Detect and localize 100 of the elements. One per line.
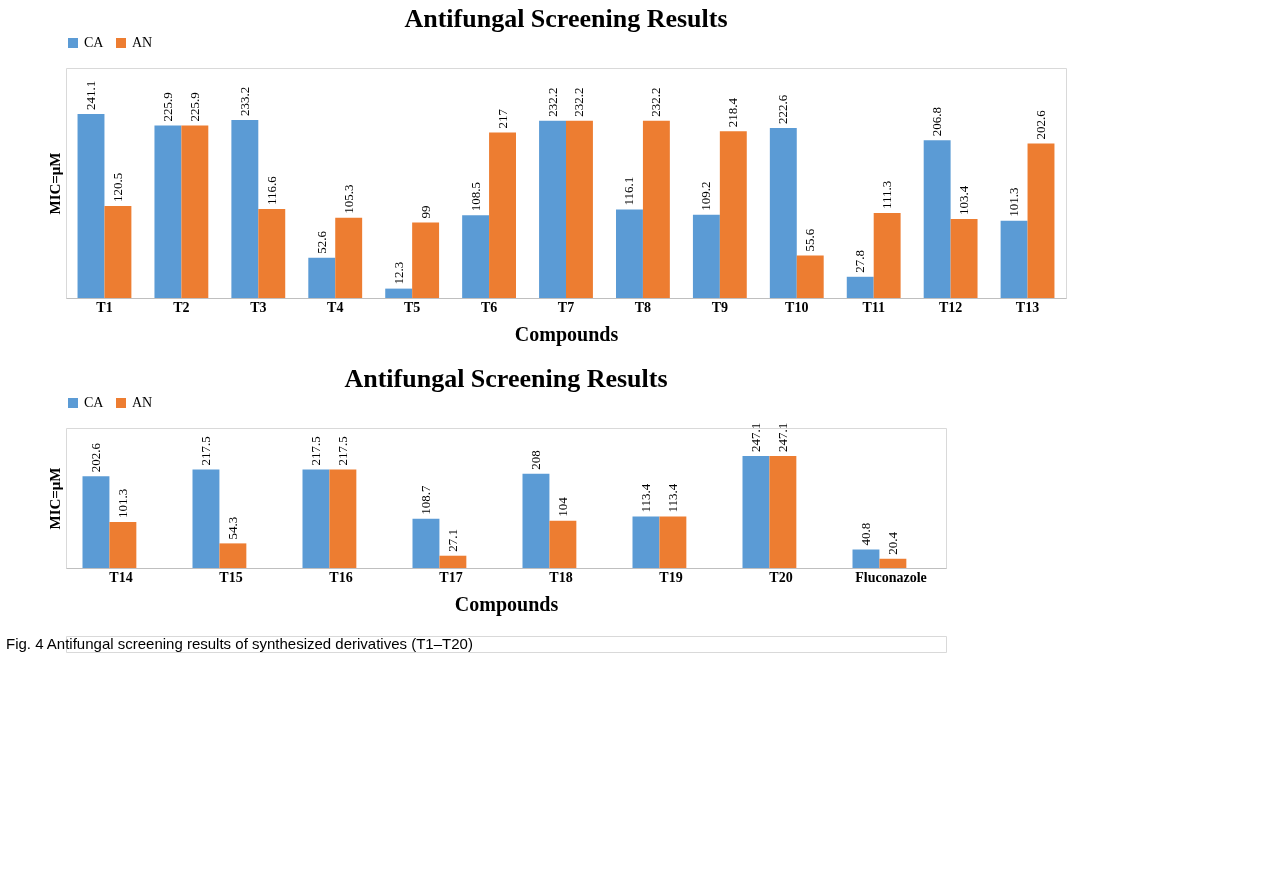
x-tick-label: T6: [480, 299, 498, 315]
data-label: 225.9: [186, 92, 202, 122]
data-label: 113.4: [637, 483, 653, 513]
bar: [549, 520, 577, 568]
bar: [852, 549, 880, 568]
data-label: 120.5: [109, 172, 125, 203]
bar: [308, 257, 336, 298]
data-label: 217: [494, 108, 510, 129]
data-label: 217.5: [334, 436, 350, 466]
data-label: 241.1: [83, 80, 98, 110]
data-label: 108.7: [417, 484, 433, 515]
bar: [659, 516, 687, 568]
bar: [742, 456, 770, 568]
x-tick-label: T8: [634, 299, 652, 315]
bar: [219, 543, 247, 568]
data-label: 233.2: [236, 86, 252, 117]
data-label: 27.1: [444, 528, 460, 552]
x-axis-title: Compounds: [454, 592, 559, 616]
x-tick-label: T1: [96, 299, 113, 315]
data-label: 247.1: [774, 422, 790, 452]
data-label: 27.8: [852, 250, 868, 273]
data-label: 12.3: [390, 261, 406, 285]
legend-label: CA: [84, 35, 105, 50]
bar: [522, 473, 550, 568]
bar: [616, 209, 643, 298]
x-tick-label: T12: [938, 299, 963, 315]
bar: [302, 469, 330, 568]
bar: [566, 120, 593, 298]
data-label: 108.5: [467, 181, 483, 212]
data-label: 52.6: [313, 230, 329, 254]
bar: [796, 255, 824, 298]
chart-title: Antifungal Screening Results: [404, 4, 728, 33]
bar: [489, 132, 516, 298]
x-tick-label: T5: [403, 299, 421, 315]
data-label: 55.6: [802, 228, 818, 252]
data-label: 99: [417, 205, 433, 219]
y-axis-title: MIC=μM: [46, 152, 63, 215]
data-label: 20.4: [884, 531, 900, 555]
data-label: 116.1: [621, 176, 637, 206]
data-label: 202.6: [87, 442, 103, 473]
data-label: 113.4: [664, 483, 680, 513]
x-tick-label: T20: [769, 569, 793, 585]
bar: [879, 558, 907, 568]
data-label: 208: [527, 450, 543, 470]
data-label: 54.3: [224, 516, 240, 540]
data-label: 222.6: [775, 94, 791, 125]
bar: [385, 288, 413, 298]
data-label: 218.4: [725, 97, 741, 128]
bar: [329, 469, 357, 568]
bar: [109, 522, 137, 568]
data-label: 217.5: [197, 436, 213, 466]
bar: [231, 120, 259, 298]
bar: [692, 214, 720, 298]
bar: [632, 516, 660, 568]
data-label: 232.2: [648, 87, 664, 117]
bar: [82, 476, 110, 568]
x-tick-label: T17: [439, 569, 463, 585]
bar: [412, 222, 440, 298]
data-label: 103.4: [956, 185, 972, 216]
bar: [335, 217, 363, 298]
data-label: 232.2: [571, 87, 587, 117]
data-label: 105.3: [340, 184, 356, 214]
x-tick-label: T14: [109, 569, 133, 585]
x-tick-label: T4: [327, 299, 344, 315]
data-label: 217.5: [307, 436, 323, 466]
x-tick-label: T19: [659, 569, 683, 585]
bar: [439, 555, 467, 568]
data-label: 225.9: [159, 92, 175, 122]
data-label: 101.3: [114, 488, 130, 519]
bar: [846, 276, 874, 298]
bar: [154, 125, 182, 298]
bar: [192, 469, 220, 568]
data-label: 109.2: [698, 181, 714, 211]
bar: [462, 215, 490, 298]
data-label: 206.8: [929, 106, 945, 137]
x-tick-label: T18: [549, 569, 573, 585]
legend-label: CA: [84, 395, 105, 410]
data-label: 104: [554, 496, 570, 517]
x-tick-label: T16: [329, 569, 353, 585]
bar: [1027, 143, 1055, 298]
bar: [181, 125, 209, 298]
bar: [104, 206, 132, 298]
data-label: 40.8: [857, 522, 873, 546]
bar: [769, 128, 797, 298]
bar: [1000, 220, 1028, 298]
chart-title: Antifungal Screening Results: [344, 364, 668, 393]
x-tick-label: T10: [785, 299, 809, 315]
x-tick-label: T9: [711, 299, 729, 315]
data-label: 116.6: [263, 175, 279, 206]
caption: Fig. 4 Antifungal screening results of synthesized derivatives (T1–T20): [6, 635, 473, 652]
bar: [258, 209, 286, 298]
data-label: 101.3: [1006, 187, 1022, 217]
bar: [769, 456, 797, 568]
data-label: 232.2: [544, 87, 560, 117]
x-tick-label: Fluconazole: [855, 569, 927, 585]
bar: [642, 120, 670, 298]
bar: [539, 120, 566, 298]
bar: [412, 518, 440, 568]
x-tick-label: T13: [1015, 299, 1040, 315]
bar: [719, 131, 747, 298]
